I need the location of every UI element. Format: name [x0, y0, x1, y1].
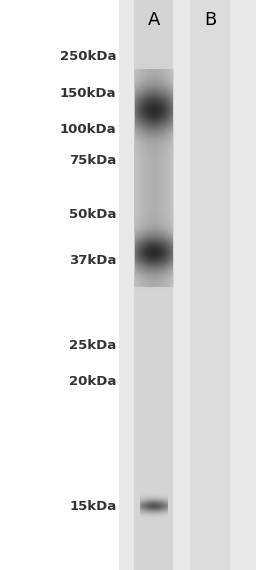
Text: 37kDa: 37kDa: [69, 254, 116, 267]
Text: 100kDa: 100kDa: [60, 124, 116, 136]
Bar: [190, 0, 230, 570]
Bar: [134, 0, 174, 570]
Text: 75kDa: 75kDa: [69, 154, 116, 167]
Text: B: B: [204, 11, 216, 29]
Text: 20kDa: 20kDa: [69, 376, 116, 388]
Text: 150kDa: 150kDa: [60, 87, 116, 100]
Text: A: A: [147, 11, 160, 29]
Text: 25kDa: 25kDa: [69, 340, 116, 352]
Text: 250kDa: 250kDa: [60, 51, 116, 63]
Text: 15kDa: 15kDa: [69, 500, 116, 512]
Text: 50kDa: 50kDa: [69, 208, 116, 221]
Bar: [119, 0, 256, 570]
